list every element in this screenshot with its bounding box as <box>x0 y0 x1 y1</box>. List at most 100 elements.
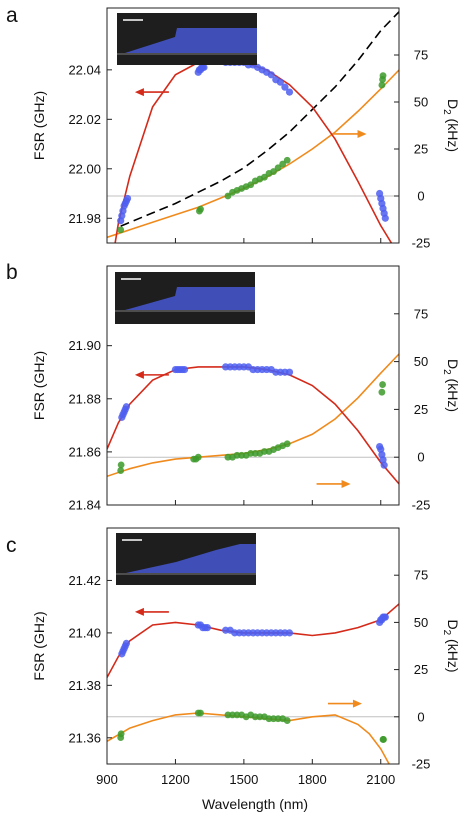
waveguide-cross-section-a <box>117 13 257 65</box>
d2-data-point <box>224 192 232 200</box>
y2-tick-label: -25 <box>412 498 431 513</box>
plot-area <box>107 603 399 764</box>
y2-tick-label: 50 <box>414 615 428 630</box>
integrated-dispersion-line <box>120 11 399 227</box>
arrow-head <box>357 129 367 138</box>
d2-data-point <box>197 205 204 213</box>
fsr-data-point <box>285 368 294 376</box>
d2-data-point <box>261 173 268 181</box>
orange-right-arrow-icon <box>316 479 351 488</box>
y-tick-label: 21.42 <box>68 573 101 588</box>
plot-area <box>107 353 399 485</box>
fsr-data-point <box>203 624 211 632</box>
panel-label: b <box>6 261 18 284</box>
fsr-data-point <box>122 639 130 647</box>
y2-tick-label: 25 <box>414 402 428 417</box>
d2-data-point <box>283 156 291 164</box>
d2-data-point <box>379 381 386 388</box>
y2-tick-label: 0 <box>417 189 424 204</box>
fsr-data-point <box>180 365 189 374</box>
red-left-arrow-icon <box>134 370 169 379</box>
fsr-data-point <box>380 461 388 469</box>
x-tick-label: 1800 <box>298 772 327 787</box>
d2-data-point <box>117 467 125 474</box>
orange-right-arrow-icon <box>327 699 362 708</box>
y-tick-label: 22.02 <box>68 112 101 127</box>
y2-tick-label: 25 <box>414 662 428 677</box>
d2-data-point <box>279 160 287 168</box>
y2-axis-label-unit: (kHz) <box>445 375 461 412</box>
d2-data-point <box>117 226 125 234</box>
x-axis-label: Wavelength (nm) <box>202 796 308 812</box>
d2-data-point <box>283 717 291 724</box>
y2-tick-label: 75 <box>414 568 428 583</box>
arrow-head <box>134 370 144 379</box>
y2-tick-label: -25 <box>412 236 431 251</box>
y2-axis-label: D2 (kHz) <box>441 619 461 672</box>
y-tick-label: 21.90 <box>68 338 101 353</box>
fsr-data-point <box>267 71 275 79</box>
y-tick-label: 21.86 <box>68 444 101 459</box>
y2-axis-label-unit: (kHz) <box>445 635 461 672</box>
d2-data-point <box>283 440 291 448</box>
y2-axis-label-unit: (kHz) <box>445 115 461 152</box>
y-axis-label: FSR (GHz) <box>31 611 47 680</box>
y2-axis-label-main: D <box>445 619 461 629</box>
d2-data-point <box>117 730 125 738</box>
inset-waveguide-shape <box>126 544 256 573</box>
x-tick-label: 1200 <box>161 772 190 787</box>
y-tick-label: 21.38 <box>68 678 101 693</box>
y2-tick-label: 75 <box>414 48 428 63</box>
fsr-data-point <box>285 629 294 637</box>
y2-tick-label: 25 <box>414 142 428 157</box>
red-left-arrow-icon <box>134 88 169 97</box>
d2-data-point <box>194 453 202 461</box>
fsr-data-point <box>123 194 132 203</box>
fsr-fit-line <box>107 603 399 678</box>
x-tick-label: 1500 <box>229 772 258 787</box>
d2-data-point <box>378 81 386 89</box>
y2-axis-label: D2 (kHz) <box>441 359 461 412</box>
panel-b: 21.84 21.86 21.88 21.90 -25 0 25 50 75 FSR (GHz) D… <box>6 261 461 513</box>
d2-fit-line <box>107 69 399 239</box>
y-tick-label: 21.84 <box>68 498 101 513</box>
y-axis-label: FSR (GHz) <box>31 91 47 160</box>
y2-tick-label: 0 <box>417 450 424 465</box>
y-tick-label: 21.40 <box>68 625 101 640</box>
y2-tick-label: 50 <box>414 354 428 369</box>
fsr-data-point <box>381 214 389 222</box>
d2-data-point <box>197 709 204 717</box>
y-tick-label: 21.88 <box>68 391 101 406</box>
d2-data-point <box>378 388 386 396</box>
x-tick-label: 900 <box>96 772 118 787</box>
fsr-data-point <box>122 403 130 411</box>
arrow-head <box>134 607 144 616</box>
red-left-arrow-icon <box>134 607 169 616</box>
plot-frame <box>106 527 400 765</box>
y-tick-label: 21.36 <box>68 730 101 745</box>
y2-axis-label: D2 (kHz) <box>441 99 461 152</box>
arrow-head <box>134 88 144 97</box>
y2-tick-label: 50 <box>414 95 428 110</box>
panel-a: 21.98 22.00 22.02 22.04 -25 0 25 50 75 FSR (GHz) D… <box>6 4 461 251</box>
plot-frame <box>106 265 400 506</box>
panel-label: a <box>6 4 18 27</box>
panel-label: c <box>6 534 17 557</box>
fsr-data-point <box>285 88 294 96</box>
fsr-data-point <box>381 613 389 621</box>
d2-data-point <box>380 736 387 743</box>
y2-axis-label-subscript: 2 <box>441 630 452 636</box>
d2-data-point <box>270 168 277 175</box>
y2-axis-label-main: D <box>445 359 461 369</box>
x-tick-label: 2100 <box>366 772 395 787</box>
d2-data-point <box>247 181 255 189</box>
d2-data-point <box>117 461 125 469</box>
y2-axis-label-main: D <box>445 99 461 109</box>
fsr-data-point <box>200 63 208 71</box>
fsr-fit-line <box>114 59 393 243</box>
fsr-fit-line <box>107 366 399 485</box>
fsr-data-point <box>276 78 284 86</box>
y2-tick-label: 75 <box>414 306 428 321</box>
d2-data-point <box>379 72 387 80</box>
